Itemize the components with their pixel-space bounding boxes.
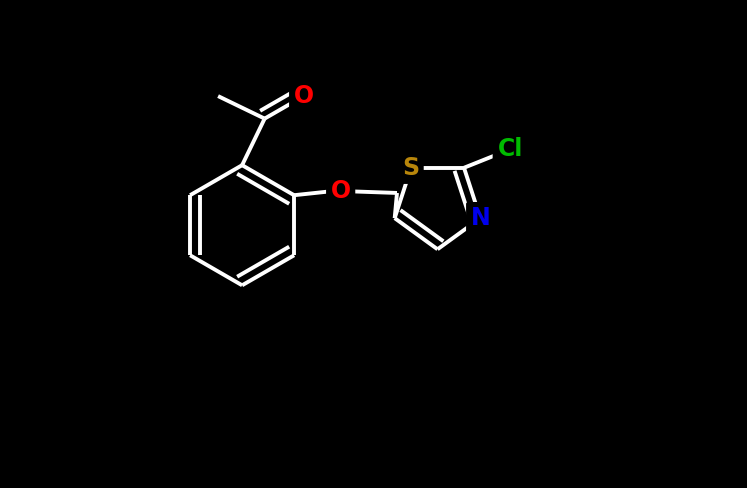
Text: Cl: Cl: [498, 137, 523, 161]
Text: S: S: [400, 154, 421, 182]
Text: N: N: [471, 206, 490, 230]
Text: Cl: Cl: [495, 135, 527, 163]
Text: O: O: [291, 82, 316, 110]
Text: O: O: [331, 180, 351, 203]
Text: O: O: [294, 84, 314, 108]
Text: O: O: [328, 178, 353, 205]
Text: N: N: [468, 204, 492, 232]
Text: S: S: [403, 156, 420, 180]
